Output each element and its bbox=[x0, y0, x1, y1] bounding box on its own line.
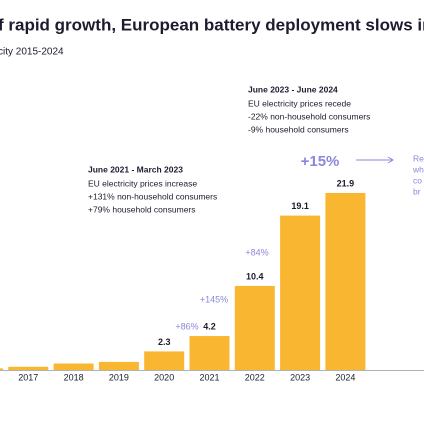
annotation-line: +131% non-household consumers bbox=[88, 191, 217, 201]
annotation-line: EU electricity prices increase bbox=[88, 178, 197, 188]
value-label: 10.4 bbox=[246, 271, 264, 281]
bar bbox=[8, 366, 49, 370]
side-note: br bbox=[413, 186, 421, 196]
bar bbox=[98, 361, 139, 370]
x-tick-label: 2019 bbox=[109, 372, 129, 382]
growth-label: +86% bbox=[175, 321, 198, 331]
growth-label: +15% bbox=[301, 153, 340, 170]
x-tick-label: 2017 bbox=[18, 372, 38, 382]
annotation-line: +79% household consumers bbox=[88, 204, 196, 214]
arrow-head bbox=[387, 156, 394, 164]
side-note: wh bbox=[412, 164, 424, 174]
chart-title: f rapid growth, European battery deploym… bbox=[0, 15, 424, 34]
side-note: co bbox=[413, 175, 422, 185]
bar bbox=[280, 215, 321, 370]
annotation-line: -9% household consumers bbox=[248, 124, 349, 134]
x-tick-label: 2021 bbox=[199, 372, 219, 382]
x-tick-label: 2020 bbox=[154, 372, 174, 382]
value-label: 21.9 bbox=[337, 178, 355, 188]
bar bbox=[53, 363, 94, 370]
bar bbox=[144, 351, 185, 370]
x-tick-label: 2023 bbox=[290, 372, 310, 382]
growth-label: +84% bbox=[245, 247, 268, 257]
bar bbox=[0, 368, 3, 370]
value-label: 2.3 bbox=[158, 337, 171, 347]
bar bbox=[189, 336, 230, 370]
annotation-line: EU electricity prices recede bbox=[248, 98, 351, 108]
bar bbox=[234, 285, 275, 370]
growth-label: +145% bbox=[200, 294, 228, 304]
value-label: 19.1 bbox=[291, 201, 309, 211]
x-tick-label: 2022 bbox=[245, 372, 265, 382]
bar bbox=[325, 192, 366, 370]
chart-subtitle: city 2015-2024 bbox=[0, 47, 64, 58]
annotation-heading: June 2021 - March 2023 bbox=[88, 164, 183, 174]
value-label: 4.2 bbox=[203, 321, 216, 331]
x-tick-label: 2018 bbox=[64, 372, 84, 382]
annotation-line: -22% non-household consumers bbox=[248, 111, 370, 121]
side-note: Re bbox=[413, 153, 424, 163]
x-tick-label: 2024 bbox=[335, 372, 355, 382]
annotation-heading: June 2023 - June 2024 bbox=[248, 84, 338, 94]
